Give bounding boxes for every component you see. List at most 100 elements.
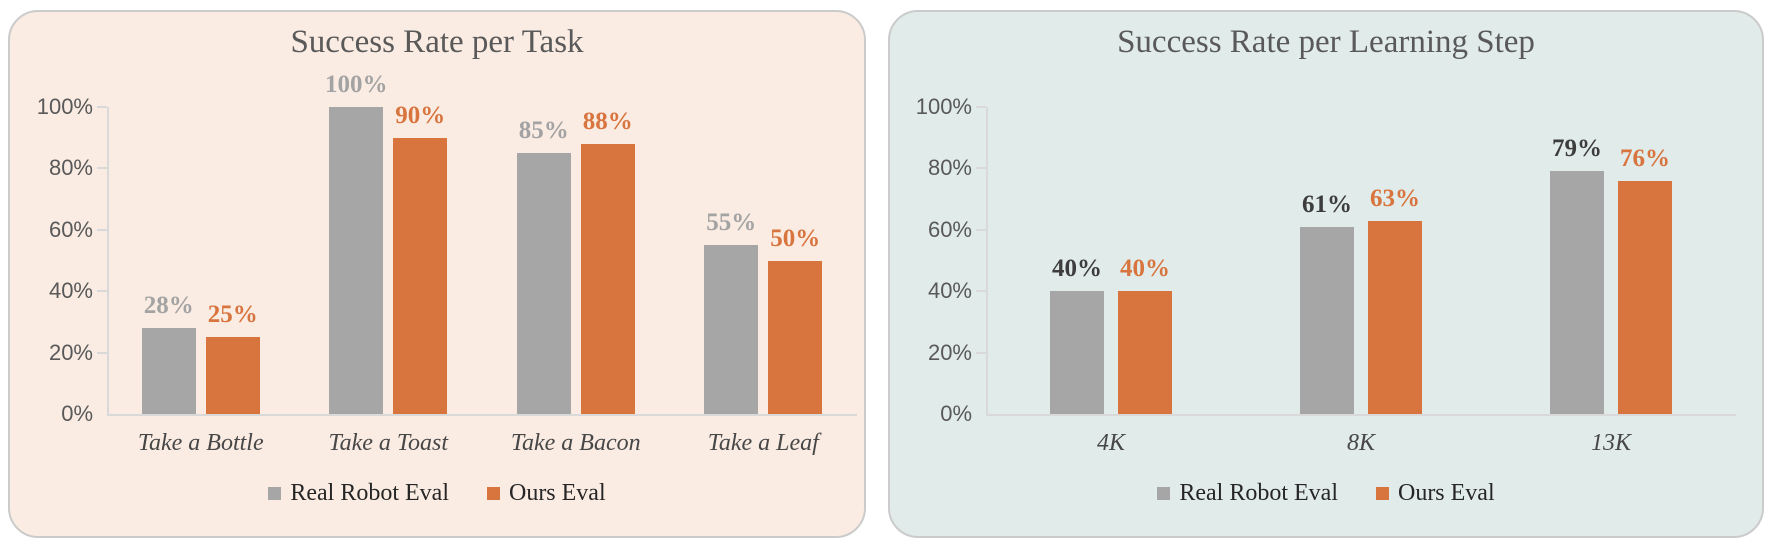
y-axis-tick-mark — [97, 167, 107, 170]
x-axis-category-labels: 4K 8K 13K — [986, 430, 1736, 457]
y-axis-tick-mark — [97, 106, 107, 108]
y-axis-tick-label: 40% — [927, 278, 972, 304]
bar — [1618, 180, 1672, 414]
bar — [768, 260, 823, 414]
bar-with-label: 28% — [141, 107, 196, 414]
bar-with-label: 61% — [1300, 107, 1354, 414]
x-axis-category-label: Take a Bottle — [137, 430, 264, 456]
bar-with-label: 55% — [704, 107, 759, 414]
y-axis-tick-label: 20% — [927, 339, 972, 365]
plot-area: 0% 20% 40% 60% 80% 100% 40% 40% 61% 63% 79% 76% 4K 8K… — [890, 12, 1762, 536]
bar — [205, 337, 260, 414]
chart-panel-success-rate-per-learning-step: Success Rate per Learning Step 0% 20% 40% 6… — [888, 10, 1764, 538]
legend-swatch — [1375, 487, 1389, 500]
bar — [141, 328, 196, 414]
bar-value-label: 79% — [1552, 135, 1602, 163]
legend: Real Robot Eval Ours Eval — [10, 480, 864, 507]
y-axis-tick-label: 60% — [48, 216, 93, 242]
y-axis-line — [986, 107, 988, 416]
bar-with-label: 100% — [325, 71, 388, 414]
y-axis-tick-label: 100% — [915, 94, 972, 119]
bar-value-label: 40% — [1052, 255, 1102, 283]
legend-label: Real Robot Eval — [290, 480, 449, 506]
legend-item: Ours Eval — [486, 480, 606, 507]
y-axis-tick-mark — [976, 228, 986, 231]
y-axis-tick-mark — [976, 167, 986, 170]
y-axis-tick-label: 100% — [36, 94, 93, 119]
y-axis-tick-mark — [976, 351, 986, 354]
bar-with-label: 88% — [580, 107, 635, 414]
bar-value-label: 55% — [706, 209, 757, 237]
bar — [704, 245, 759, 414]
y-axis-tick-label: 0% — [61, 401, 93, 426]
legend-item: Real Robot Eval — [1157, 480, 1338, 507]
bar — [1550, 171, 1604, 414]
x-axis-category-label: 13K — [1590, 430, 1631, 456]
bar — [1050, 291, 1104, 414]
chart-panel-success-rate-per-task: Success Rate per Task 0% 20% 40% 60% 80% 100%… — [8, 10, 866, 538]
bar-value-label: 61% — [1302, 190, 1352, 218]
y-axis-tick-mark — [97, 228, 107, 231]
x-axis-category-label: Take a Toast — [328, 430, 449, 456]
bar-value-label: 88% — [582, 107, 633, 135]
bar-with-label: 79% — [1550, 107, 1604, 414]
bar-with-label: 76% — [1618, 107, 1672, 414]
bar — [1368, 220, 1422, 414]
y-axis-tick-label: 40% — [48, 278, 93, 304]
bar — [580, 143, 635, 414]
y-axis-tick-mark — [976, 106, 986, 108]
bar — [329, 107, 384, 414]
x-axis-category-labels: Take a Bottle Take a Toast Take a Bacon Tak… — [107, 430, 857, 457]
y-axis-tick-label: 60% — [927, 216, 972, 242]
legend-label: Ours Eval — [508, 480, 606, 506]
y-axis-tick-label: 80% — [927, 155, 972, 181]
x-axis-category-label: Take a Leaf — [707, 430, 819, 456]
legend-swatch — [486, 487, 500, 500]
y-axis-tick-mark — [97, 351, 107, 354]
bar-value-label: 100% — [325, 71, 388, 98]
bar — [1118, 291, 1172, 414]
bar-value-label: 90% — [395, 101, 446, 129]
bar-value-label: 40% — [1120, 255, 1170, 283]
bar-group: 28% 25% — [107, 107, 295, 414]
x-axis-line — [107, 414, 857, 416]
bar-value-label: 28% — [143, 292, 194, 320]
bar-with-label: 40% — [1118, 107, 1172, 414]
bar-with-label: 50% — [768, 107, 823, 414]
bar-with-label: 25% — [205, 107, 260, 414]
x-axis-line — [986, 414, 1736, 416]
bar — [516, 153, 571, 414]
y-axis-tick-label: 0% — [940, 401, 972, 426]
chart-title: Success Rate per Learning Step — [1117, 24, 1535, 60]
plot-area: 0% 20% 40% 60% 80% 100% 28% 25% 100% 90% 85% 88% 55%… — [10, 12, 864, 536]
bar-group: 85% 88% — [482, 107, 670, 414]
x-axis-category-label: 8K — [1346, 430, 1375, 456]
legend-label: Real Robot Eval — [1179, 480, 1338, 506]
x-axis-category-label: 4K — [1096, 430, 1125, 456]
legend-item: Ours Eval — [1375, 480, 1495, 507]
legend-item: Real Robot Eval — [268, 480, 449, 507]
legend-label: Ours Eval — [1397, 480, 1495, 506]
bar-group: 61% 63% — [1236, 107, 1486, 414]
bar-value-label: 85% — [518, 117, 569, 145]
bar — [1300, 226, 1354, 414]
bar-value-label: 63% — [1370, 184, 1420, 212]
y-axis-line — [107, 107, 109, 416]
bar-group: 55% 50% — [670, 107, 858, 414]
bar-value-label: 76% — [1620, 144, 1670, 172]
y-axis-tick-label: 80% — [48, 155, 93, 181]
bar-groups: 28% 25% 100% 90% 85% 88% 55% 50% — [107, 71, 858, 414]
y-axis-tick-mark — [97, 290, 107, 293]
bar-group: 100% 90% — [295, 71, 483, 414]
bar-value-label: 25% — [207, 301, 258, 329]
bar-with-label: 85% — [516, 107, 571, 414]
bar-with-label: 90% — [393, 102, 448, 414]
chart-title: Success Rate per Task — [290, 24, 584, 60]
y-axis-tick-mark — [976, 290, 986, 293]
bar-group: 40% 40% — [986, 107, 1236, 414]
bar-with-label: 63% — [1368, 107, 1422, 414]
bar-with-label: 40% — [1050, 107, 1104, 414]
bar — [393, 137, 448, 414]
y-axis-tick-label: 20% — [48, 339, 93, 365]
bar-group: 79% 76% — [1486, 107, 1736, 414]
